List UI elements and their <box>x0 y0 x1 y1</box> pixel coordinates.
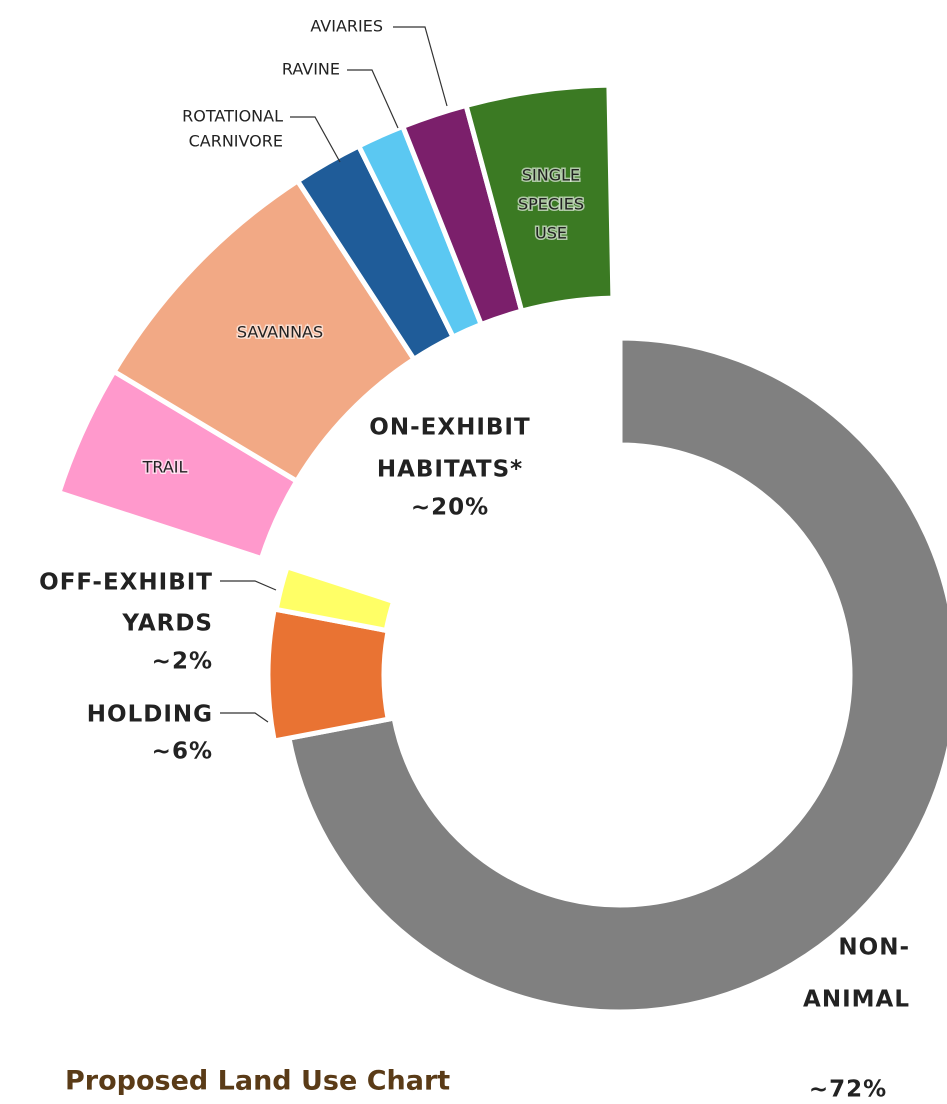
group-label: HABITATS* <box>377 457 523 483</box>
leader-line <box>290 116 341 163</box>
chart-title: Proposed Land Use Chart <box>65 1066 450 1097</box>
segment-label: SPECIES <box>518 195 584 214</box>
segment-label: AVIARIES <box>310 17 383 36</box>
slice-label: YARDS <box>121 611 213 637</box>
segment-label: SAVANNAS <box>237 323 323 342</box>
segment-label: ROTATIONAL <box>182 107 283 126</box>
slice <box>286 335 947 1015</box>
segment-label: TRAIL <box>142 458 188 477</box>
slice-label: NON- <box>838 935 910 961</box>
segment-label: SINGLE <box>522 166 580 185</box>
leader-line <box>347 69 399 129</box>
slice <box>273 563 397 634</box>
slice-label: ANIMAL <box>803 987 910 1013</box>
segment <box>463 82 616 315</box>
segment-label: USE <box>535 224 567 243</box>
value-label: ~2% <box>152 649 213 675</box>
segment-label: RAVINE <box>282 60 340 79</box>
value-label: ~6% <box>152 739 213 765</box>
value-label: ~72% <box>809 1077 887 1103</box>
leader-line <box>220 712 269 723</box>
leader-line <box>393 26 448 107</box>
slice-label: HOLDING <box>87 702 213 728</box>
leader-line <box>220 580 277 591</box>
slice-label: OFF-EXHIBIT <box>39 570 213 596</box>
value-label: ~20% <box>411 495 489 521</box>
group-label: ON-EXHIBIT <box>369 415 530 441</box>
segment-label: CARNIVORE <box>189 132 283 151</box>
